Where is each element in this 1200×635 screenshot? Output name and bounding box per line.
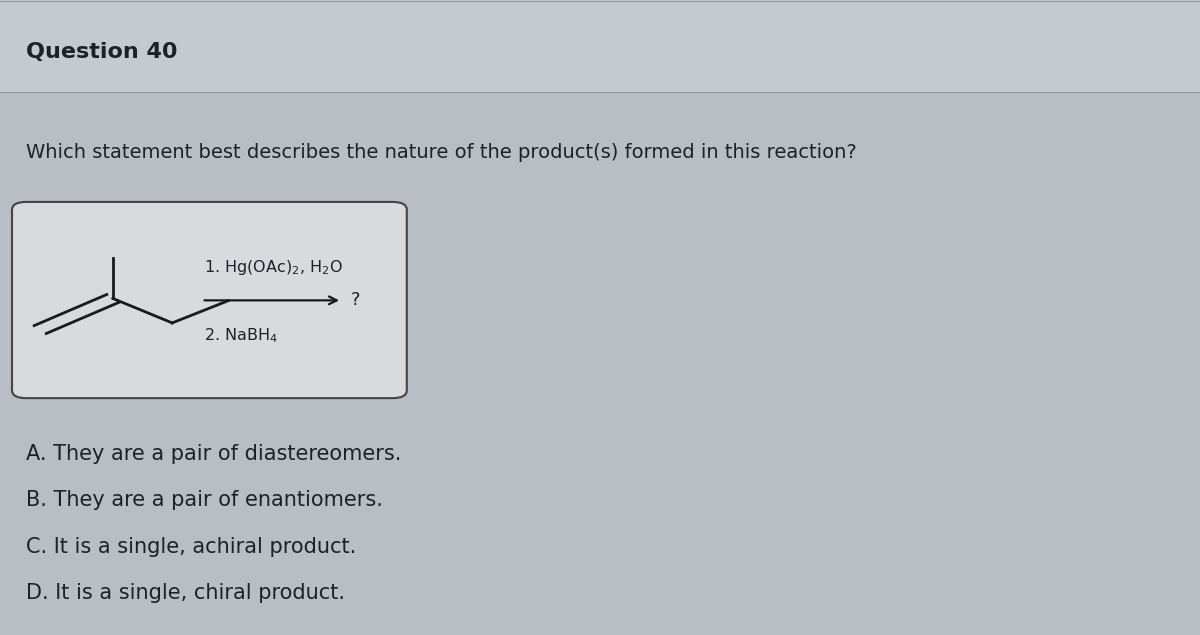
Text: D. It is a single, chiral product.: D. It is a single, chiral product.: [26, 583, 346, 603]
FancyBboxPatch shape: [12, 202, 407, 398]
Text: 2. NaBH$_4$: 2. NaBH$_4$: [204, 326, 277, 345]
Text: A. They are a pair of diastereomers.: A. They are a pair of diastereomers.: [26, 444, 402, 464]
Text: C. It is a single, achiral product.: C. It is a single, achiral product.: [26, 537, 356, 557]
Text: Which statement best describes the nature of the product(s) formed in this react: Which statement best describes the natur…: [26, 143, 857, 162]
Text: 1. Hg(OAc)$_2$, H$_2$O: 1. Hg(OAc)$_2$, H$_2$O: [204, 258, 343, 277]
Text: B. They are a pair of enantiomers.: B. They are a pair of enantiomers.: [26, 490, 383, 511]
Text: Question 40: Question 40: [26, 42, 178, 62]
FancyBboxPatch shape: [0, 0, 1200, 92]
Text: ?: ?: [350, 291, 360, 309]
